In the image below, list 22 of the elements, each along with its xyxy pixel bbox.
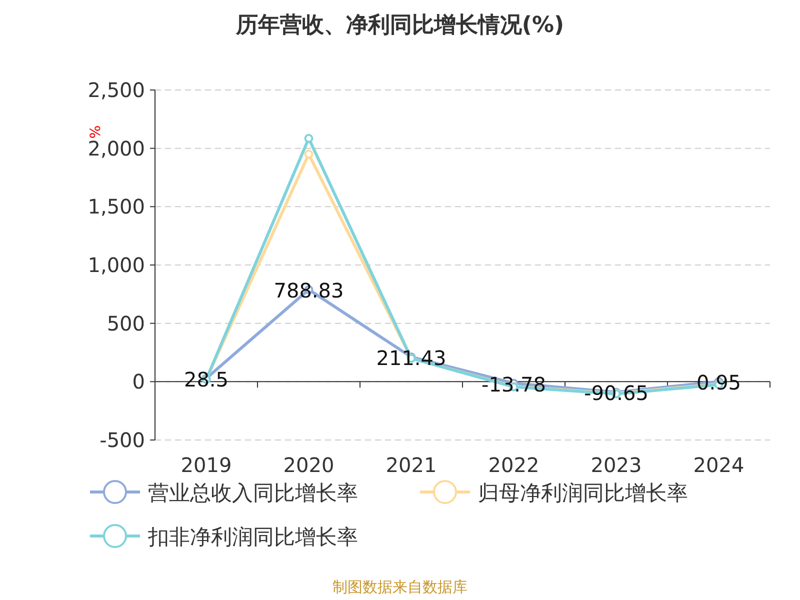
y-tick-label: 1,000 (88, 253, 145, 277)
y-tick-label: 2,500 (88, 78, 145, 102)
chart-title: 历年营收、净利同比增长情况(%) (234, 13, 564, 38)
x-tick-label: 2019 (180, 453, 232, 477)
data-label: -90.65 (584, 381, 648, 406)
y-tick-label: -500 (100, 428, 145, 452)
x-tick-label: 2024 (693, 453, 744, 477)
data-label: 788.83 (274, 278, 344, 303)
legend-label: 扣非净利润同比增长率 (147, 525, 358, 549)
y-tick-label: 500 (106, 311, 145, 336)
x-tick-label: 2021 (386, 453, 437, 477)
data-label: 211.43 (376, 346, 446, 370)
legend-label: 营业总收入同比增长率 (148, 481, 358, 505)
y-tick-label: 1,500 (88, 194, 145, 219)
x-tick-label: 2020 (283, 453, 334, 477)
y-axis-title: % (88, 125, 104, 139)
x-tick-label: 2022 (488, 453, 540, 477)
legend-label: 归母净利润同比增长率 (478, 481, 688, 505)
data-label: -13.78 (482, 372, 546, 396)
text: 制图数据来自数据库 (332, 578, 468, 596)
x-tick-label: 2023 (590, 453, 642, 477)
y-tick-label: 0 (132, 370, 145, 394)
